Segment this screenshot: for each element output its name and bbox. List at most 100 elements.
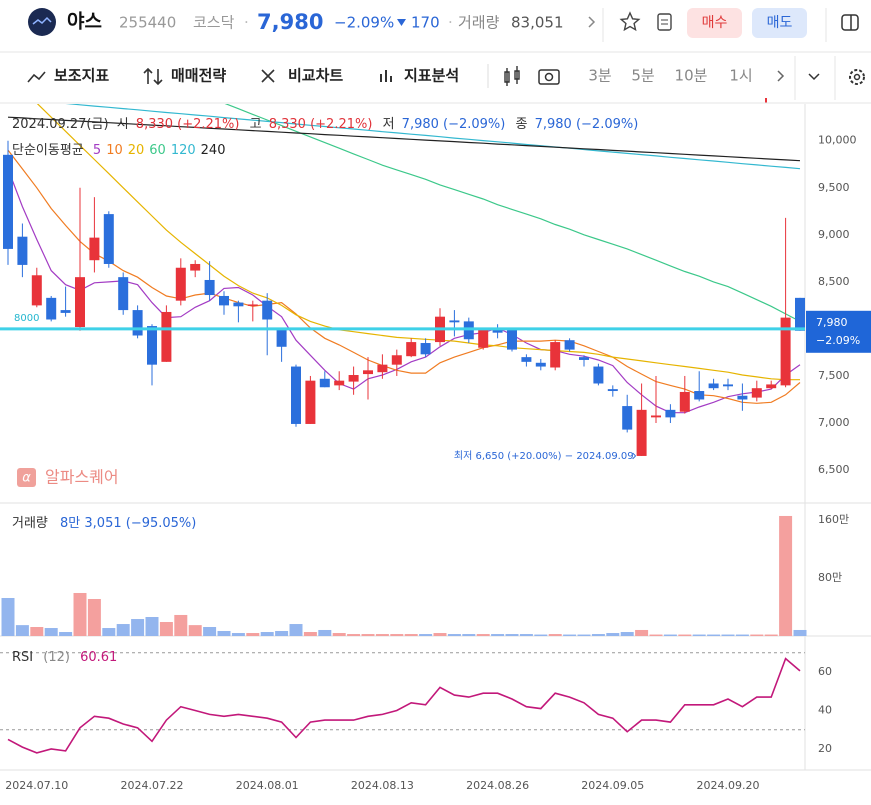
camera-lens — [544, 72, 554, 82]
price-info: 2024.09.27(금) 시 8,330 (+2.21%) 고 8,330 (… — [12, 117, 638, 132]
volume-bar — [663, 634, 677, 636]
candle-body — [161, 311, 172, 362]
volume-bar — [433, 633, 447, 636]
rsi-line — [7, 657, 801, 754]
candle-body — [348, 375, 359, 382]
y-tick-label: 7,000 — [818, 416, 850, 429]
volume-bar — [505, 634, 519, 636]
memo-icon[interactable] — [657, 13, 672, 31]
ma-title: 단순이동평균 — [12, 143, 84, 158]
volume-value: 8만 3,051 (−95.05%) — [60, 516, 196, 531]
toolbar-item[interactable]: 비교차트 — [288, 67, 343, 85]
chart-layer: 6,5007,0007,5008,0008,5009,0009,50010,00… — [0, 104, 871, 792]
settings-icon[interactable] — [849, 69, 865, 85]
y-tick-label: 9,500 — [818, 181, 850, 194]
volume-bar — [275, 630, 289, 636]
interval[interactable]: 3분 — [588, 67, 612, 85]
volume-title: 거래량 — [12, 516, 48, 531]
candle-body — [3, 154, 13, 249]
candle-body — [694, 391, 705, 400]
candle-icon[interactable] — [504, 66, 520, 86]
volume-bar — [404, 634, 418, 636]
candle-body — [737, 395, 748, 400]
interval[interactable]: 10분 — [675, 67, 708, 85]
settings-core — [853, 73, 861, 81]
info-value: 8,330 (+2.21%) — [269, 117, 373, 132]
candle-body — [579, 357, 589, 360]
info-label: 고 — [250, 117, 262, 132]
volume-bar — [59, 632, 73, 636]
candle-body — [103, 214, 114, 264]
volume-bar — [203, 627, 217, 636]
rsi-title: RSI — [12, 650, 33, 665]
candle-body — [46, 297, 57, 320]
candle-body — [363, 370, 373, 375]
dropdown[interactable] — [808, 73, 820, 81]
candle-body — [406, 342, 417, 357]
logo-mark — [32, 16, 52, 25]
price-tag-value: 7,980 — [816, 316, 848, 329]
volume-bar — [318, 629, 332, 636]
ma-legend-entry: 5 — [93, 143, 101, 158]
volume-bar — [692, 634, 706, 636]
info-label: 저 — [383, 117, 395, 132]
volume-bar — [188, 625, 202, 636]
interval[interactable]: 1시 — [729, 67, 752, 85]
candle-body — [391, 355, 402, 365]
candle-body — [449, 320, 460, 323]
candle-body — [319, 378, 330, 388]
volume-bar — [563, 634, 577, 636]
volume-bar — [390, 634, 404, 636]
candle-body — [679, 391, 690, 412]
rsi-period: (12) — [43, 650, 70, 665]
candle-body — [190, 263, 201, 271]
camera-icon[interactable] — [538, 69, 560, 85]
toolbar-item[interactable]: 지표분석 — [404, 67, 459, 85]
candle-body — [204, 279, 215, 296]
volume-bar — [332, 633, 346, 636]
volume-bar — [577, 634, 591, 636]
volume-bar — [30, 627, 44, 636]
more-icon[interactable] — [588, 16, 596, 28]
candle-body — [708, 383, 719, 389]
y-tick-label: 7,500 — [818, 369, 850, 382]
y-tick-label: 6,500 — [818, 463, 850, 476]
scroll-right[interactable] — [777, 70, 785, 82]
x-tick-label: 2024.09.20 — [697, 779, 760, 792]
volume-bar — [491, 634, 505, 636]
indicator-icon — [27, 71, 46, 83]
toolbar-item[interactable]: 매매전략 — [171, 67, 226, 85]
volume-bar — [1, 597, 15, 636]
sell-label: 매도 — [767, 15, 793, 31]
rsi-info: RSI (12) 60.61 — [12, 650, 117, 665]
y-tick-label: 10,000 — [818, 134, 857, 147]
sell-button[interactable] — [752, 8, 807, 38]
panel-icon[interactable] — [841, 14, 859, 31]
interval[interactable]: 5분 — [631, 67, 655, 85]
favorite-icon[interactable] — [619, 11, 641, 32]
volume-bar — [447, 634, 461, 636]
info-value: 7,980 (−2.09%) — [535, 117, 639, 132]
rsi-lines — [7, 657, 801, 754]
buy-button[interactable] — [687, 8, 742, 38]
x-tick-label: 2024.07.22 — [121, 779, 184, 792]
stock-name[interactable]: 야스 — [67, 11, 102, 33]
volume-bar — [764, 634, 778, 636]
volume-bar — [793, 629, 807, 636]
volume-bar — [462, 634, 476, 636]
separator: · — [244, 14, 249, 32]
candle-body — [564, 340, 575, 350]
x-tick-label: 2024.08.01 — [236, 779, 299, 792]
volume-bar — [159, 622, 173, 636]
info-date: 2024.09.27(금) — [12, 117, 109, 132]
volume-bar — [721, 634, 735, 636]
candle-body — [247, 304, 258, 306]
candle-body — [17, 236, 28, 265]
volume-bar — [361, 634, 375, 636]
volume-bar — [260, 632, 274, 636]
y-tick-label: 60 — [818, 665, 832, 678]
y-tick-label: 9,000 — [818, 228, 850, 241]
toolbar-item[interactable]: 보조지표 — [54, 67, 109, 85]
volume-bar — [419, 634, 433, 636]
